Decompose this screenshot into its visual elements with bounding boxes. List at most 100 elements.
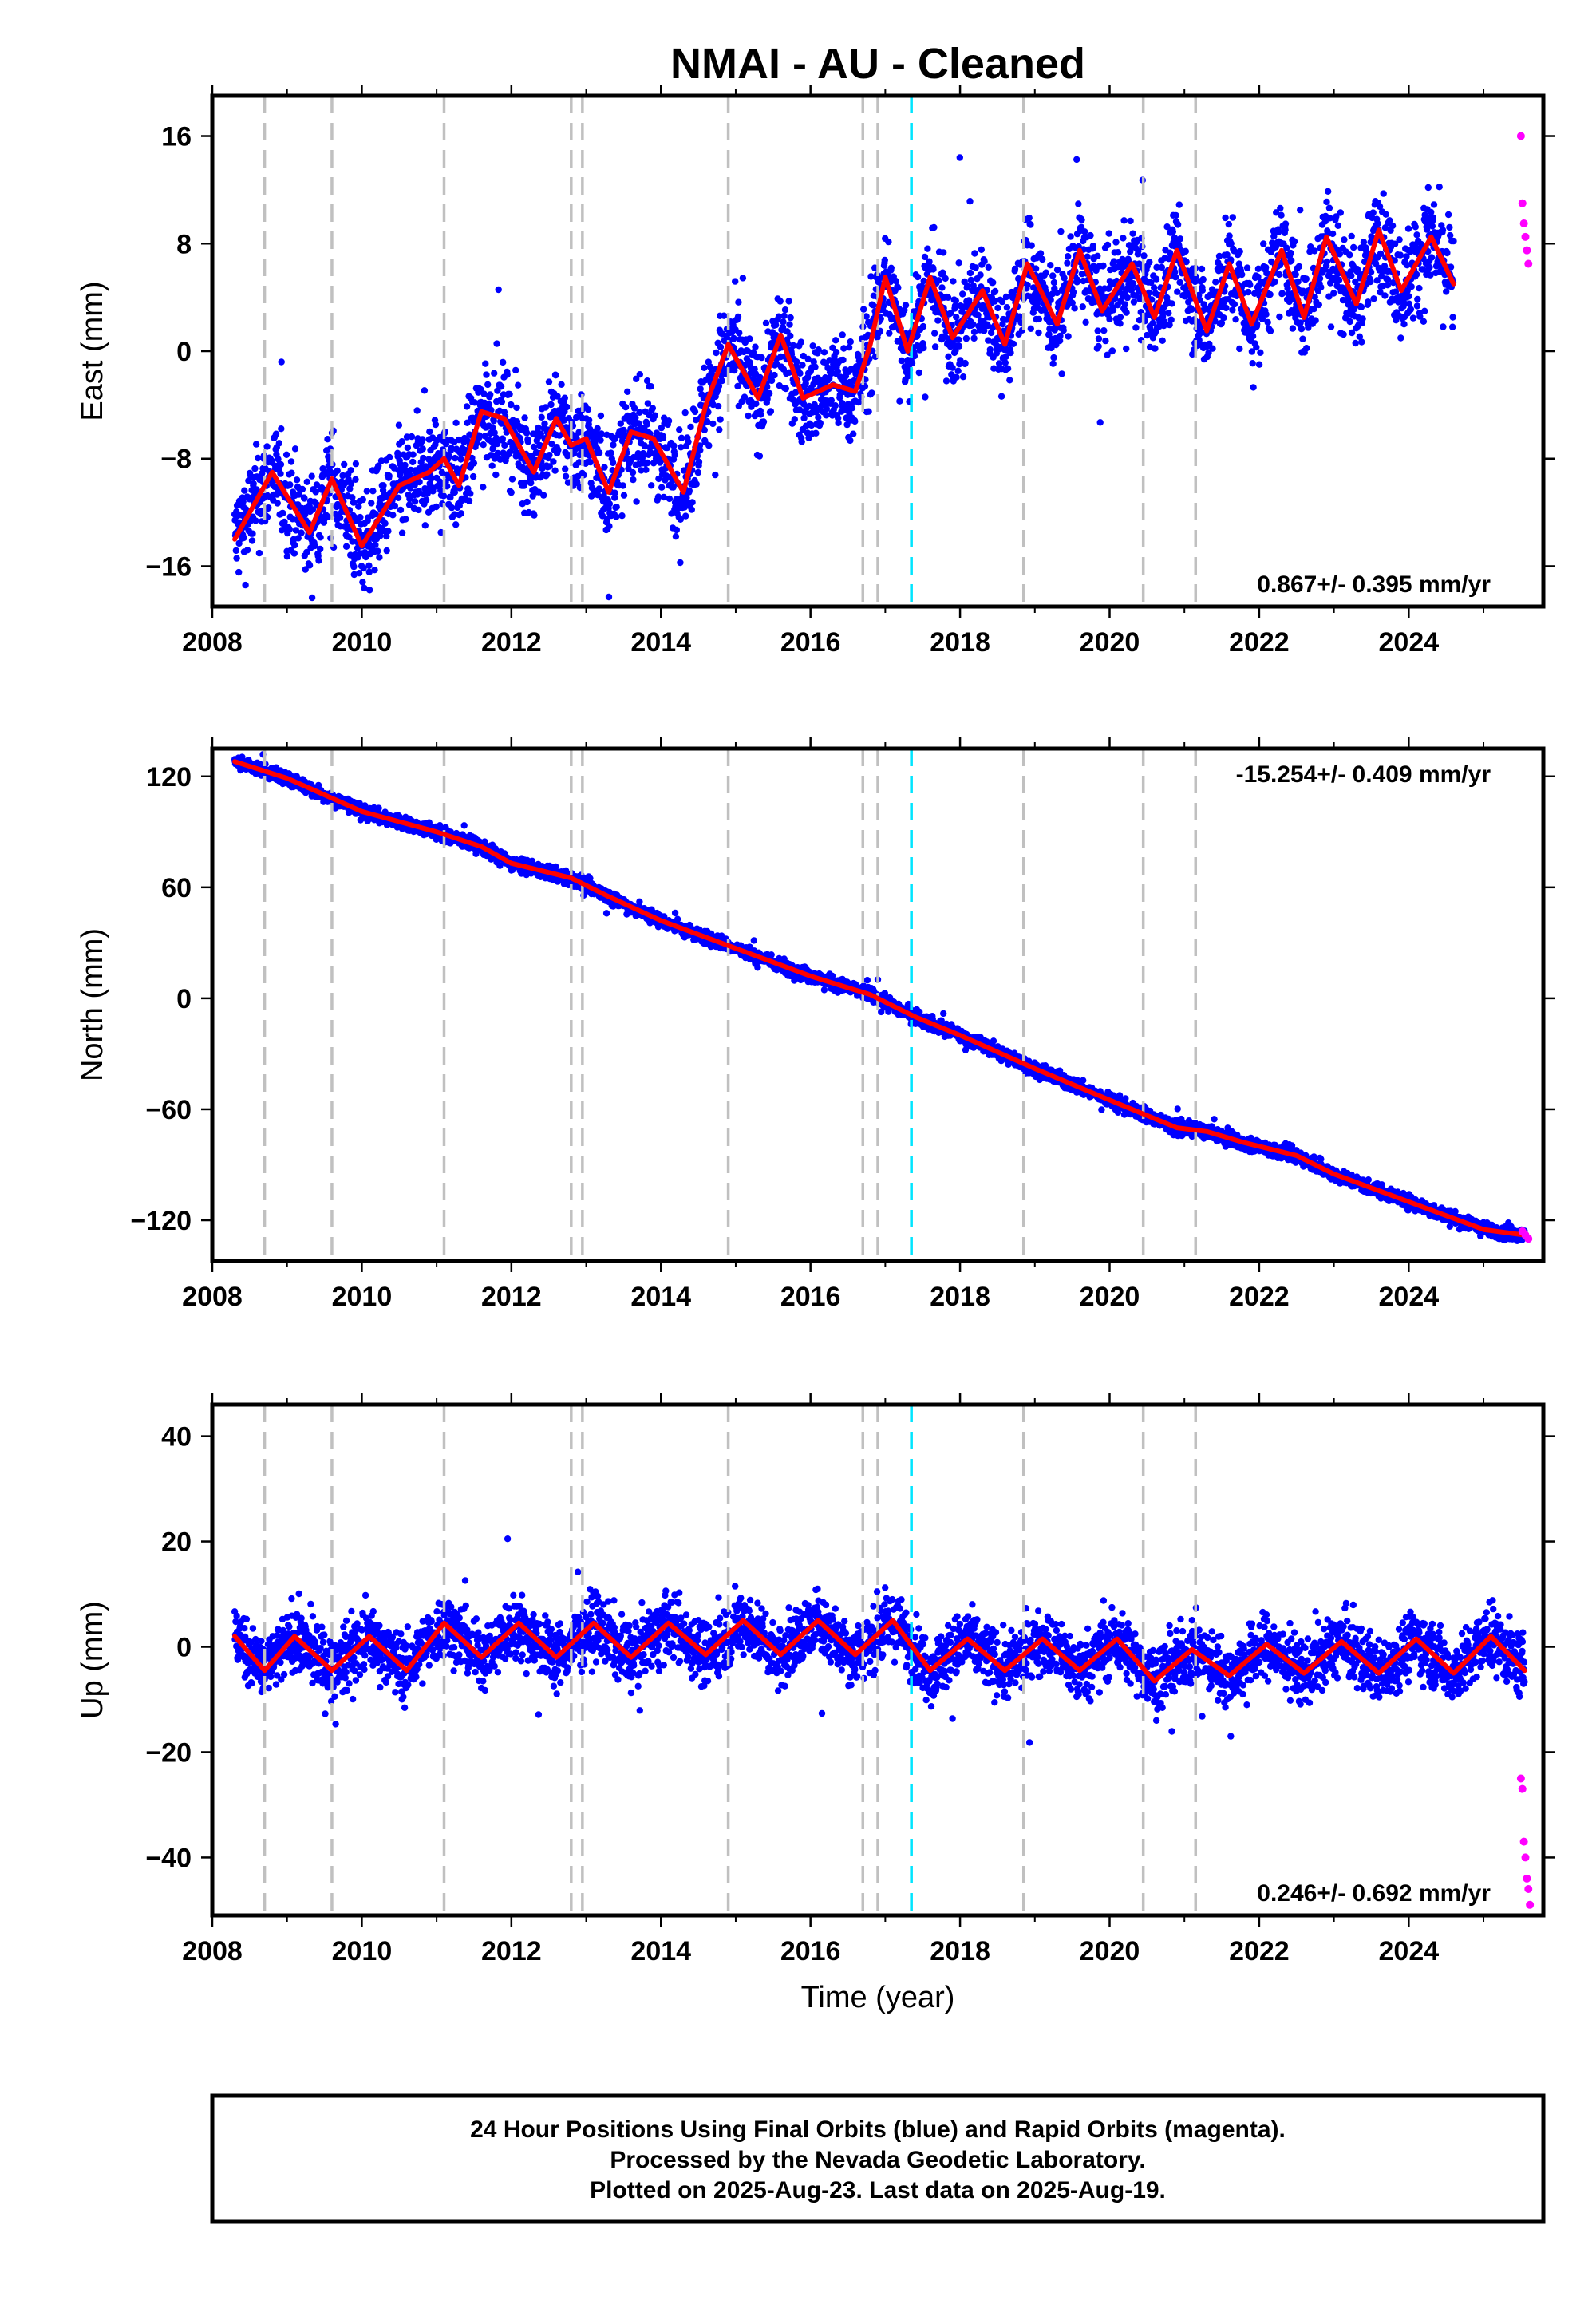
data-point bbox=[490, 417, 497, 425]
data-point bbox=[1519, 0, 1525, 3]
data-point bbox=[1494, 0, 1500, 3]
data-point bbox=[554, 393, 561, 400]
data-point bbox=[1096, 419, 1104, 426]
data-point bbox=[508, 401, 515, 409]
data-point bbox=[1049, 360, 1057, 367]
data-point bbox=[1238, 271, 1246, 279]
data-point bbox=[1016, 313, 1024, 320]
data-point bbox=[609, 459, 617, 467]
data-point bbox=[671, 451, 678, 459]
data-point bbox=[745, 412, 752, 420]
data-point bbox=[677, 559, 684, 567]
data-point bbox=[311, 542, 318, 550]
data-point bbox=[1397, 334, 1404, 342]
data-point bbox=[587, 458, 594, 466]
data-point bbox=[496, 862, 504, 869]
data-point bbox=[483, 371, 490, 378]
data-point bbox=[1412, 271, 1420, 278]
data-point bbox=[1295, 263, 1303, 271]
data-point bbox=[1065, 253, 1072, 260]
data-point bbox=[1471, 0, 1477, 3]
data-point bbox=[1507, 0, 1513, 3]
data-point bbox=[756, 453, 764, 460]
x-tick-label: 2024 bbox=[1379, 627, 1440, 658]
data-point bbox=[1503, 0, 1510, 3]
data-point bbox=[597, 437, 604, 444]
data-point bbox=[1389, 279, 1397, 287]
data-point bbox=[895, 284, 902, 291]
data-point bbox=[376, 554, 383, 561]
data-point bbox=[363, 488, 370, 495]
data-point bbox=[1121, 301, 1129, 308]
data-point bbox=[1229, 306, 1236, 314]
data-point bbox=[828, 412, 836, 419]
data-point bbox=[776, 382, 783, 389]
data-point bbox=[1501, 0, 1507, 3]
data-point bbox=[437, 480, 444, 488]
data-point bbox=[1491, 0, 1497, 3]
data-point bbox=[1447, 263, 1455, 271]
data-point bbox=[772, 322, 780, 329]
data-point bbox=[643, 421, 650, 428]
data-point bbox=[1391, 240, 1399, 247]
data-point bbox=[1490, 0, 1496, 3]
data-point bbox=[691, 408, 699, 416]
data-point bbox=[1087, 231, 1094, 239]
data-point bbox=[1253, 343, 1260, 351]
data-point bbox=[1367, 278, 1374, 286]
data-point bbox=[1095, 335, 1103, 342]
data-point bbox=[1443, 288, 1450, 295]
data-point bbox=[739, 275, 747, 282]
figure-title: NMAI - AU - Cleaned bbox=[670, 40, 1085, 88]
data-point bbox=[1490, 0, 1496, 3]
data-point bbox=[1514, 0, 1520, 3]
data-point bbox=[869, 302, 877, 309]
data-point bbox=[654, 493, 662, 500]
data-point bbox=[1067, 233, 1074, 240]
data-point bbox=[1444, 211, 1452, 219]
data-point bbox=[1520, 0, 1527, 3]
data-point bbox=[404, 444, 412, 452]
data-point bbox=[492, 471, 500, 479]
data-point bbox=[293, 476, 301, 484]
data-point bbox=[1218, 319, 1226, 326]
data-point bbox=[1518, 0, 1524, 3]
data-point bbox=[799, 362, 806, 369]
data-point bbox=[298, 485, 306, 493]
data-point bbox=[1254, 265, 1262, 272]
data-point bbox=[991, 287, 999, 295]
data-point bbox=[978, 246, 986, 253]
data-point bbox=[832, 402, 839, 409]
data-point bbox=[1110, 258, 1118, 265]
data-point bbox=[336, 514, 344, 521]
data-point bbox=[798, 438, 805, 445]
data-point bbox=[1416, 284, 1423, 292]
data-point bbox=[1061, 275, 1068, 282]
data-point bbox=[1511, 0, 1517, 3]
data-point bbox=[996, 360, 1003, 367]
data-point bbox=[1254, 320, 1261, 328]
data-point bbox=[991, 298, 998, 305]
data-point bbox=[482, 360, 489, 367]
data-point bbox=[1500, 0, 1507, 3]
data-point bbox=[1455, 0, 1461, 3]
data-point bbox=[694, 468, 701, 476]
data-point bbox=[1275, 271, 1283, 279]
data-point bbox=[680, 467, 688, 474]
data-point bbox=[1477, 0, 1483, 3]
data-point bbox=[278, 358, 285, 366]
data-point bbox=[1400, 321, 1408, 328]
data-point bbox=[633, 375, 640, 382]
data-point bbox=[1488, 0, 1495, 3]
data-point bbox=[1167, 316, 1175, 323]
y-tick-label: 8 bbox=[176, 229, 192, 259]
data-point bbox=[1479, 0, 1486, 3]
data-point bbox=[408, 433, 416, 441]
data-point bbox=[1477, 0, 1483, 3]
data-point bbox=[1513, 0, 1519, 3]
data-point bbox=[1255, 361, 1263, 368]
data-point bbox=[1476, 0, 1483, 3]
data-point bbox=[1120, 217, 1128, 224]
data-point bbox=[956, 154, 964, 161]
rapid-orbit-point bbox=[1521, 232, 1530, 241]
